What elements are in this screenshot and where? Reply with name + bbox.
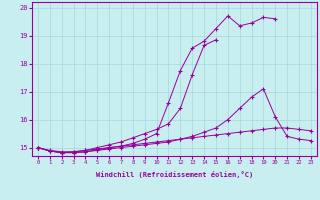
X-axis label: Windchill (Refroidissement éolien,°C): Windchill (Refroidissement éolien,°C) xyxy=(96,171,253,178)
